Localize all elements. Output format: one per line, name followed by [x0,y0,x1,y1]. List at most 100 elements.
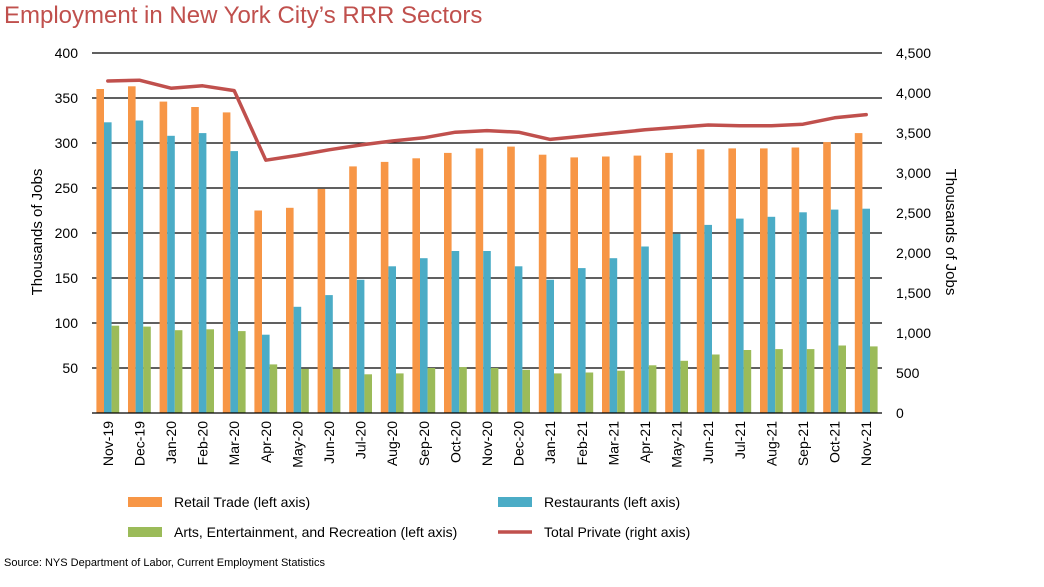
axes: 50 100 150 200 250 300 350 400 0 500 1,000 1,500 2,0… [55,45,932,468]
bar [775,349,783,413]
bar [427,368,436,413]
y-right-tick-label: 3,500 [896,125,931,141]
bar [222,112,231,414]
x-tick-label: Feb-20 [195,421,211,466]
bar [269,364,278,413]
bar [578,268,586,413]
legend-label: Retail Trade (left axis) [174,494,310,510]
legend-swatch [498,497,532,507]
legend-swatch [128,497,162,507]
bar [230,151,238,413]
x-tick-label: Sep-20 [416,421,432,466]
y-right-tick-label: 2,500 [896,205,931,221]
bar [760,148,768,413]
bar [111,325,120,413]
y-left-tick-label: 100 [55,315,79,331]
bar [483,251,491,413]
bar [475,148,484,413]
bar [293,306,302,413]
bars [96,86,878,414]
bar [514,266,523,413]
bar [238,331,246,413]
bar [633,155,642,413]
x-tick-label: Dec-19 [131,421,147,466]
bar [135,120,144,413]
bar [349,166,357,413]
x-tick-label: Nov-21 [858,421,874,466]
bar [570,157,578,413]
bar [198,133,207,413]
bar [609,258,618,413]
bar [830,209,839,413]
x-tick-label: Oct-21 [827,421,843,463]
x-tick-label: Jan-21 [542,421,558,464]
bar [641,246,649,413]
bar [104,122,112,414]
y-right-tick-label: 4,000 [896,85,931,101]
bar [356,279,365,413]
bar [672,233,681,413]
bar [617,370,625,413]
bar [728,148,736,413]
bar [128,86,136,414]
y-right-tick-label: 0 [896,405,904,421]
bar [696,149,705,414]
x-tick-label: Jul-21 [732,421,748,459]
y-left-tick-label: 50 [62,360,78,376]
legend: Retail Trade (left axis) Restaurants (lef… [128,494,690,540]
x-tick-label: Jun-20 [321,421,337,464]
source-note: Source: NYS Department of Labor, Current… [4,557,325,569]
bar [602,156,610,413]
y-right-tick-label: 3,000 [896,165,931,181]
x-tick-label: Aug-21 [763,421,779,466]
bar [174,330,183,413]
bar [317,188,326,413]
bar [522,369,530,413]
legend-label: Arts, Entertainment, and Recreation (lef… [174,524,457,540]
x-tick-label: Sep-21 [795,421,811,466]
bar [451,251,460,413]
y-right-tick-label: 4,500 [896,45,931,61]
x-tick-label: Jul-20 [353,421,369,459]
legend-label: Total Private (right axis) [544,524,690,540]
bar [301,368,309,413]
bar [554,373,562,413]
x-tick-label: Nov-19 [100,421,116,466]
bar [838,345,846,413]
y-right-tick-label: 500 [896,365,920,381]
x-tick-label: Feb-21 [574,421,590,466]
bar [206,329,214,413]
bar [854,133,863,413]
x-tick-label: Apr-21 [637,421,653,463]
y-right-tick-label: 1,500 [896,285,931,301]
bar [799,212,807,413]
bar [412,158,420,413]
total-private-line [106,78,868,162]
x-tick-label: Mar-21 [605,421,621,466]
bar [736,218,744,413]
chart-title: Employment in New York City’s RRR Sector… [4,2,483,29]
bar [806,349,815,413]
bar [490,368,499,413]
y-left-tick-label: 200 [55,225,79,241]
total-private-line-path [106,78,868,162]
y-axis-left-label: Thousands of Jobs [29,169,46,296]
y-left-tick-label: 250 [55,180,79,196]
legend-label: Restaurants (left axis) [544,494,680,510]
x-tick-label: May-21 [669,421,685,468]
bar [507,146,515,413]
bar [444,152,452,413]
bar [538,154,547,413]
y-left-tick-label: 300 [55,135,79,151]
bar [420,258,428,413]
bar [143,326,151,413]
x-tick-label: Nov-20 [479,421,495,466]
bar [862,208,870,413]
bar [388,266,396,413]
y-axis-right-label: Thousands of Jobs [942,169,959,296]
bar [96,89,104,413]
legend-swatch [128,527,162,537]
bar [546,279,554,413]
x-tick-label: Aug-20 [384,421,400,466]
